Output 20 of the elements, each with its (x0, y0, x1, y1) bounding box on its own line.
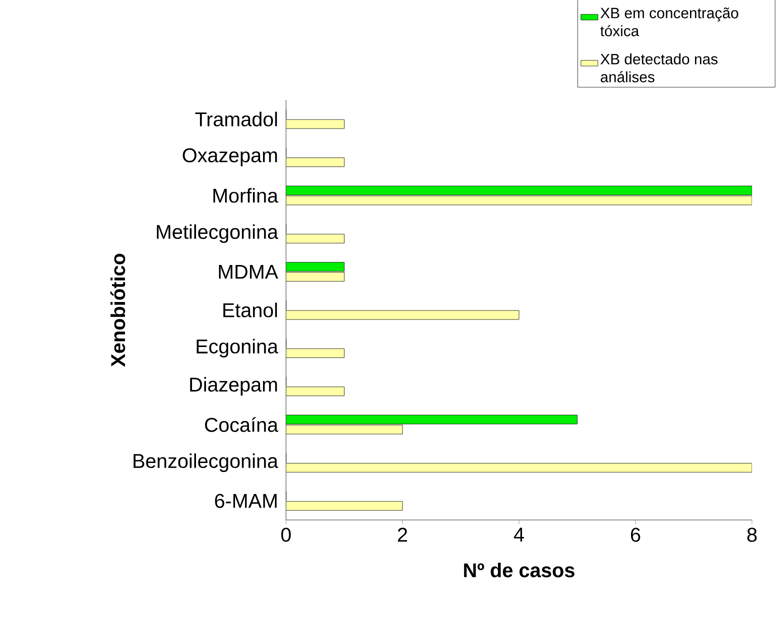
x-tick-label: 2 (398, 528, 408, 542)
x-axis-title: Nº de casos (464, 562, 574, 578)
y-axis-title: Xenobiótico (110, 254, 126, 367)
y-tick-label: Cocaína (205, 417, 278, 432)
y-tick-label: Etanol (223, 302, 277, 318)
y-tick-label: Ecgonina (196, 338, 278, 358)
y-tick-label: Benzoilecgonina (134, 453, 278, 472)
y-tick-label: Diazepam (190, 377, 277, 396)
legend-label: XB detectado nas análises (600, 53, 718, 82)
y-tick-label: MDMA (219, 264, 278, 279)
x-tick-label: 4 (514, 528, 524, 542)
y-tick-label: Oxazepam (182, 148, 277, 166)
x-tick-label: 0 (281, 528, 291, 542)
y-tick-label: 6-MAM (215, 494, 277, 508)
y-tick-label: Morfina (213, 188, 278, 203)
x-tick-label: 6 (630, 528, 640, 542)
y-tick-label: Tramadol (195, 112, 277, 126)
x-tick-label: 8 (747, 528, 757, 542)
legend-label: XB em concentração tóxica (600, 7, 738, 36)
y-tick-label: Metilecgonina (156, 224, 278, 243)
